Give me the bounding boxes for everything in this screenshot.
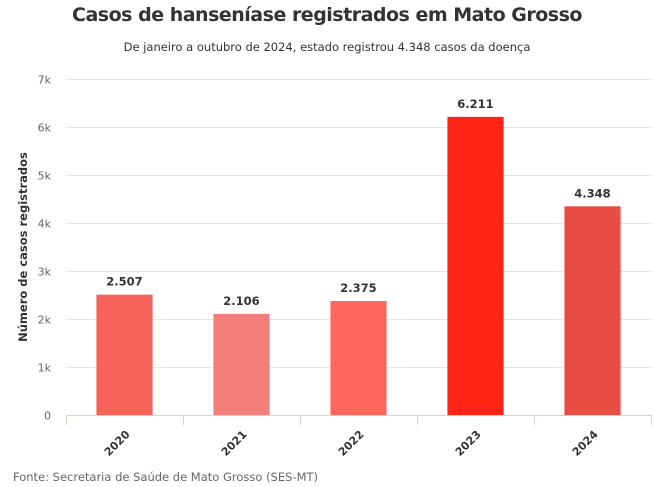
bar-2024[interactable] (564, 206, 621, 415)
y-tick-label: 1k (38, 362, 52, 375)
chart-subtitle: De janeiro a outubro de 2024, estado reg… (123, 40, 531, 54)
data-label: 6.211 (457, 97, 493, 111)
x-tick-label: 2022 (336, 428, 367, 459)
y-tick-label: 6k (38, 122, 52, 135)
bar-2020[interactable] (96, 294, 153, 415)
y-tick-label: 4k (38, 218, 52, 231)
x-tick-label: 2023 (453, 428, 484, 459)
data-labels: 2.507 2.106 2.375 6.211 4.348 (106, 97, 610, 308)
y-tick-label: 3k (38, 266, 52, 279)
bar-2023[interactable] (447, 116, 504, 415)
x-tick-label: 2021 (219, 428, 250, 459)
y-tick-label: 7k (38, 74, 52, 87)
bar-2022[interactable] (330, 301, 387, 415)
y-tick-label: 2k (38, 314, 52, 327)
data-label: 2.507 (106, 275, 142, 289)
y-axis-ticks: 0 1k 2k 3k 4k 5k 6k 7k (38, 74, 52, 423)
x-axis-ticks: 2020 2021 2022 2023 2024 (102, 428, 601, 459)
bar-2021[interactable] (213, 313, 270, 415)
bars (96, 116, 621, 415)
y-tick-label: 0 (44, 410, 51, 423)
data-label: 4.348 (574, 186, 610, 200)
source-note: Fonte: Secretaria de Saúde de Mato Gross… (13, 470, 319, 484)
x-tick-label: 2020 (102, 428, 133, 459)
data-label: 2.375 (340, 281, 376, 295)
chart-title: Casos de hanseníase registrados em Mato … (72, 4, 582, 26)
y-axis-label: Número de casos registrados (16, 152, 30, 342)
gridlines (66, 79, 651, 368)
x-axis (66, 415, 652, 425)
data-label: 2.106 (223, 294, 259, 308)
y-tick-label: 5k (38, 170, 52, 183)
x-tick-label: 2024 (570, 428, 601, 459)
